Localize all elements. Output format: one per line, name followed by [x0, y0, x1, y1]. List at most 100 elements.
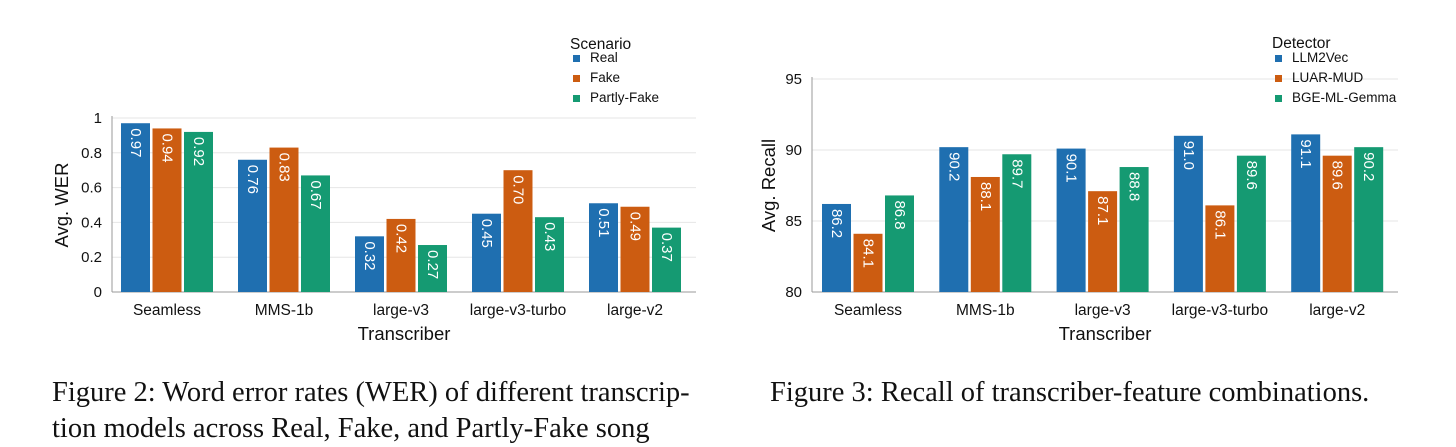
recall-data-label: 91.1 — [1297, 139, 1314, 168]
wer-bar — [269, 147, 299, 292]
recall-x-tick-label: large-v2 — [1309, 302, 1365, 319]
recall-bar — [1088, 191, 1118, 292]
wer-x-tick-label: MMS-1b — [255, 302, 314, 319]
recall-legend-title: Detector — [1272, 35, 1331, 52]
wer-legend-label: Fake — [590, 70, 620, 85]
recall-x-tick-label: large-v3 — [1075, 302, 1131, 319]
wer-bar — [503, 170, 533, 292]
wer-bar — [535, 217, 564, 292]
wer-legend-swatch — [573, 55, 580, 62]
recall-x-axis-title: Transcriber — [1059, 323, 1152, 344]
wer-y-axis-title: Avg. WER — [51, 163, 72, 248]
wer-bar — [652, 227, 681, 292]
recall-bar — [1056, 148, 1086, 292]
wer-bar — [301, 175, 330, 292]
wer-y-tick-label: 0.4 — [81, 214, 102, 231]
wer-data-label: 0.97 — [127, 128, 144, 157]
recall-legend-swatch — [1275, 55, 1282, 62]
wer-data-label: 0.45 — [478, 219, 495, 248]
wer-data-label: 0.42 — [393, 224, 410, 253]
recall-data-label: 89.7 — [1008, 159, 1025, 188]
recall-data-label: 84.1 — [860, 239, 877, 268]
wer-bar — [472, 213, 501, 292]
wer-bar — [184, 131, 213, 292]
recall-data-label: 89.6 — [1243, 161, 1260, 190]
wer-data-label: 0.27 — [424, 250, 441, 279]
recall-legend-swatch — [1275, 75, 1282, 82]
recall-bar — [1173, 135, 1203, 292]
wer-bar — [386, 218, 416, 292]
wer-legend-title: Scenario — [570, 36, 631, 53]
recall-legend-swatch — [1275, 95, 1282, 102]
recall-bar — [1205, 205, 1235, 292]
wer-legend-label: Partly-Fake — [590, 90, 659, 105]
recall-x-tick-label: MMS-1b — [956, 302, 1015, 319]
recall-bar — [939, 147, 969, 292]
recall-chart: 80 85 90 95 86.2 84.1 86.8 Seamless 90.2 88.1 89.7… — [758, 35, 1398, 344]
wer-x-tick-label: large-v3-turbo — [470, 302, 567, 319]
recall-data-label: 90.1 — [1063, 154, 1080, 183]
wer-x-tick-label: large-v3 — [373, 302, 429, 319]
recall-y-tick-label: 80 — [785, 284, 802, 301]
figure-2-caption: Figure 2: Word error rates (WER) of diff… — [52, 375, 690, 447]
wer-data-label: 0.92 — [190, 137, 207, 166]
wer-legend-swatch — [573, 75, 580, 82]
recall-data-label: 90.2 — [945, 152, 962, 181]
wer-data-label: 0.49 — [627, 212, 644, 241]
recall-data-label: 90.2 — [1360, 152, 1377, 181]
wer-y-tick-label: 0.2 — [81, 249, 102, 266]
figure-3-caption: Figure 3: Recall of transcriber-feature … — [770, 377, 1370, 408]
wer-legend-label: Real — [590, 50, 618, 65]
wer-x-tick-label: Seamless — [133, 302, 201, 319]
wer-y-tick-label: 1 — [94, 110, 102, 127]
recall-bar — [970, 176, 1000, 292]
wer-bar — [355, 236, 384, 292]
recall-bar — [1119, 167, 1149, 292]
recall-data-label: 86.8 — [891, 200, 908, 229]
wer-bar — [238, 159, 267, 292]
wer-x-tick-label: large-v2 — [607, 302, 663, 319]
wer-data-label: 0.67 — [307, 180, 324, 209]
figure-2-caption-line-2: tion models across Real, Fake, and Partl… — [52, 413, 650, 444]
recall-bar — [1002, 154, 1032, 292]
recall-legend-label: BGE-ML-Gemma — [1292, 90, 1397, 105]
recall-legend-label: LLM2Vec — [1292, 50, 1349, 65]
wer-y-tick-label: 0 — [94, 284, 102, 301]
wer-data-label: 0.83 — [276, 153, 293, 182]
recall-y-tick-label: 90 — [785, 142, 802, 159]
wer-bar — [121, 123, 150, 292]
wer-data-label: 0.70 — [510, 175, 527, 204]
figure-2-caption-line-1: Figure 2: Word error rates (WER) of diff… — [52, 377, 690, 408]
recall-y-axis-title: Avg. Recall — [758, 139, 779, 232]
wer-x-axis-title: Transcriber — [358, 323, 451, 344]
wer-bar — [418, 245, 447, 292]
recall-data-label: 87.1 — [1094, 196, 1111, 225]
recall-legend-label: LUAR-MUD — [1292, 70, 1364, 85]
wer-bar — [620, 206, 650, 292]
recall-x-tick-label: Seamless — [834, 302, 902, 319]
recall-bar — [885, 195, 914, 292]
charts-canvas: 0 0.2 0.4 0.6 0.8 1 0.97 0.94 0.92 Seamless 0.76 0.… — [51, 35, 1398, 344]
recall-bar — [1236, 155, 1266, 292]
wer-y-tick-label: 0.6 — [81, 180, 102, 197]
wer-data-label: 0.32 — [361, 241, 378, 270]
wer-data-label: 0.37 — [658, 233, 675, 262]
recall-bar — [853, 233, 883, 292]
wer-chart: 0 0.2 0.4 0.6 0.8 1 0.97 0.94 0.92 Seamless 0.76 0.… — [51, 36, 696, 344]
recall-x-tick-label: large-v3-turbo — [1172, 302, 1269, 319]
recall-data-label: 86.2 — [828, 209, 845, 238]
recall-bar — [1322, 155, 1352, 292]
wer-data-label: 0.51 — [595, 208, 612, 237]
recall-bar — [1354, 147, 1384, 292]
wer-data-label: 0.43 — [541, 222, 558, 251]
recall-y-tick-label: 95 — [785, 71, 802, 88]
recall-data-label: 86.1 — [1211, 210, 1228, 239]
recall-bar — [1291, 134, 1321, 292]
wer-data-label: 0.94 — [159, 133, 176, 162]
wer-data-label: 0.76 — [244, 165, 261, 194]
recall-data-label: 88.8 — [1126, 172, 1143, 201]
recall-data-label: 88.1 — [977, 182, 994, 211]
wer-y-tick-label: 0.8 — [81, 145, 102, 162]
recall-bar — [822, 203, 851, 292]
wer-bar — [152, 128, 182, 292]
